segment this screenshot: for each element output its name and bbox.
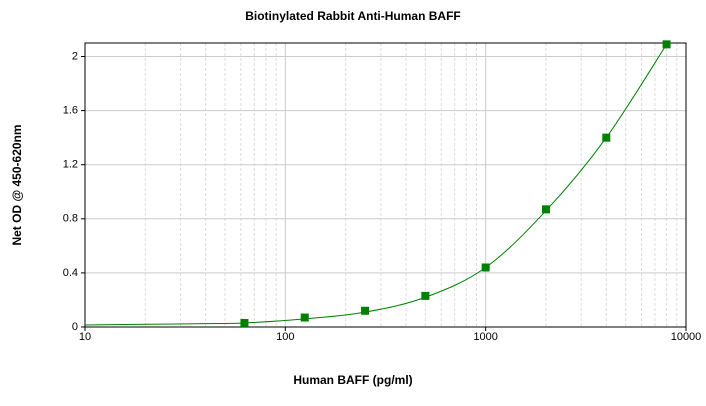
x-tick-label: 100 xyxy=(276,331,294,343)
x-tick-label: 10000 xyxy=(671,331,702,343)
data-point xyxy=(662,40,671,49)
x-axis-label: Human BAFF (pg/ml) xyxy=(293,373,412,387)
y-tick-label: 0.4 xyxy=(63,267,78,279)
x-tick-label: 10 xyxy=(79,331,91,343)
y-tick-label: 1.6 xyxy=(63,105,78,117)
data-point xyxy=(361,306,370,315)
x-tick-label: 1000 xyxy=(473,331,497,343)
data-point xyxy=(541,205,550,214)
y-axis-label: Net OD @ 450-620nm xyxy=(10,124,24,245)
data-point xyxy=(481,263,490,272)
data-point xyxy=(421,291,430,300)
data-point xyxy=(300,313,309,322)
chart-title: Biotinylated Rabbit Anti-Human BAFF xyxy=(245,9,461,23)
y-tick-label: 1.2 xyxy=(63,159,78,171)
y-tick-label: 0.8 xyxy=(63,213,78,225)
data-point xyxy=(602,133,611,142)
y-tick-label: 2 xyxy=(72,50,78,62)
y-tick-label: 0 xyxy=(72,321,78,333)
plot-frame xyxy=(84,42,687,328)
data-point xyxy=(240,318,249,327)
fit-curve xyxy=(84,44,668,326)
